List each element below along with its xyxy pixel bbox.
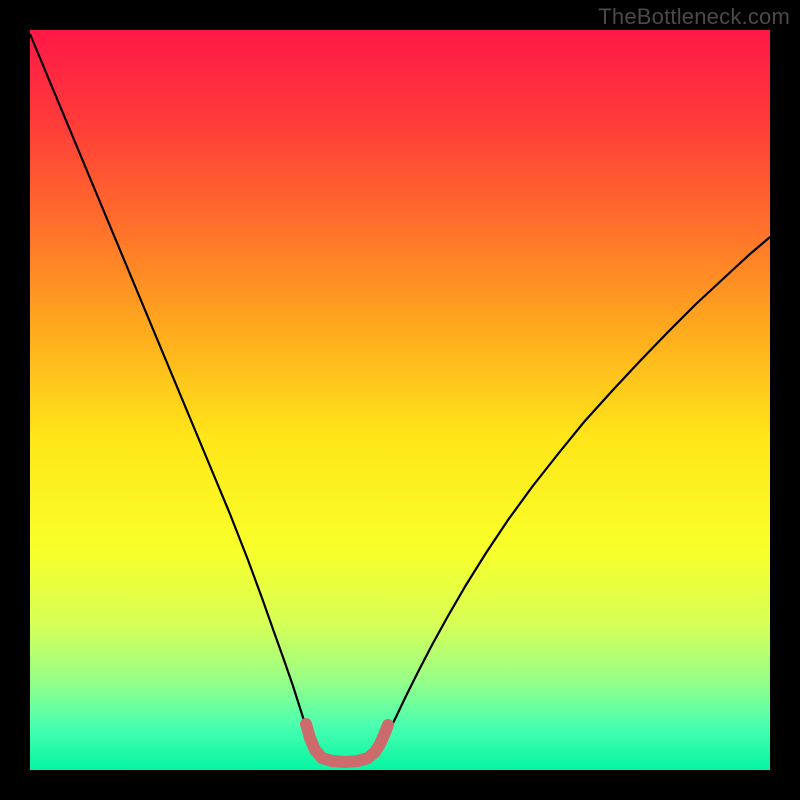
- chart-svg: [0, 0, 800, 800]
- plot-gradient-background: [30, 30, 770, 770]
- chart-canvas: TheBottleneck.com: [0, 0, 800, 800]
- watermark-text: TheBottleneck.com: [598, 4, 790, 30]
